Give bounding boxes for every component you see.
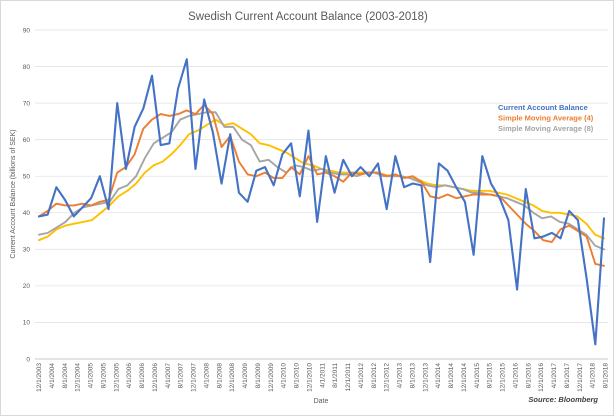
x-tick-label: 4/1/2010 [281,363,288,389]
series-lines [37,58,606,346]
y-axis-ticks: 0 10 20 30 40 50 60 70 80 90 [23,27,31,363]
y-tick-label: 10 [23,320,31,327]
series-line-4 [38,118,605,242]
x-tick-label: 12/1/2005 [113,363,120,392]
x-tick-label: 8/1/2013 [409,363,416,389]
series-line-1 [37,58,606,346]
y-tick-label: 30 [23,247,31,254]
x-tick-label: 4/1/2018 [590,363,597,389]
x-tick-label: 12/1/2007 [191,363,198,392]
x-tick-label: 12/1/2009 [268,363,275,392]
y-axis-label: Current Account Balance (billions of SEK… [10,129,17,258]
series-line-3 [38,111,605,251]
x-tick-label: 12/1/2010 [306,363,313,392]
x-tick-label: 8/1/2008 [216,363,223,389]
y-tick-label: 90 [23,27,31,34]
x-tick-label: 4/1/2015 [474,363,481,389]
x-tick-label: 12/1/2013 [422,363,429,392]
x-tick-label: 4/1/2017 [551,363,558,389]
x-tick-label: 4/1/2013 [397,363,404,389]
x-tick-label: 4/1/2006 [126,363,133,389]
y-tick-label: 60 [23,137,31,144]
y-tick-label: 20 [23,283,31,290]
x-tick-label: 4/1/2012 [358,363,365,389]
x-tick-label: 4/1/2007 [165,363,172,389]
x-tick-label: 8/1/2005 [100,363,107,389]
chart-title: Swedish Current Account Balance (2003-20… [188,11,428,23]
x-tick-label: 8/1/2007 [178,363,185,389]
y-tick-label: 70 [23,100,31,107]
x-tick-label: 4/1/2004 [49,363,56,389]
x-tick-label: 8/1/2017 [564,363,571,389]
gridlines [35,29,608,360]
x-tick-label: 12/1/2015 [500,363,507,392]
legend-entry-2: Simple Moving Average (4) [498,114,594,123]
x-tick-label: 12/1/2008 [229,363,236,392]
x-tick-label: 12/1/2003 [36,363,43,392]
x-tick-label: 4/1/2011 [319,363,326,388]
x-tick-label: 4/1/2005 [88,363,95,389]
x-tick-label: 4/1/2009 [242,363,249,389]
y-tick-label: 0 [26,356,30,363]
x-tick-label: 8/1/2014 [448,363,455,389]
x-tick-label: 12/1/2017 [577,363,584,392]
x-tick-label: 8/1/2011 [332,363,339,388]
series-line-2 [38,103,605,267]
y-tick-label: 40 [23,210,31,217]
x-tick-label: 8/1/2009 [255,363,262,389]
x-tick-label: 8/1/2004 [62,363,69,389]
x-tick-label: 12/1/2004 [75,363,82,392]
x-tick-label: 12/1/2016 [538,363,545,392]
x-tick-label: 4/1/2008 [203,363,210,389]
x-tick-label: 12/1/2014 [461,363,468,392]
x-tick-label: 12/1/2012 [384,363,391,392]
x-tick-label: 8/1/2012 [371,363,378,389]
x-tick-label: 8/1/2010 [294,363,301,389]
legend-entry-3: Simple Moving Average (8) [498,124,594,133]
x-tick-label: 8/1/2016 [525,363,532,389]
legend: Current Account Balance Simple Moving Ave… [498,103,594,133]
source-note: Source: Bloomberg [528,395,598,404]
x-tick-label: 4/1/2016 [512,363,519,389]
x-tick-label: 8/1/2018 [603,363,610,389]
x-tick-label: 12/1/2006 [152,363,159,392]
x-tick-label: 8/1/2006 [139,363,146,389]
legend-entry-1: Current Account Balance [498,103,588,112]
x-tick-label: 12/1/2011 [345,363,352,392]
y-tick-label: 50 [23,174,31,181]
x-axis-label: Date [314,398,329,405]
x-tick-label: 8/1/2015 [487,363,494,389]
y-tick-label: 80 [23,64,31,71]
x-axis-ticks: 12/1/2003 4/1/2004 8/1/2004 12/1/2004 4/1/20… [36,363,610,392]
x-tick-label: 4/1/2014 [435,363,442,389]
